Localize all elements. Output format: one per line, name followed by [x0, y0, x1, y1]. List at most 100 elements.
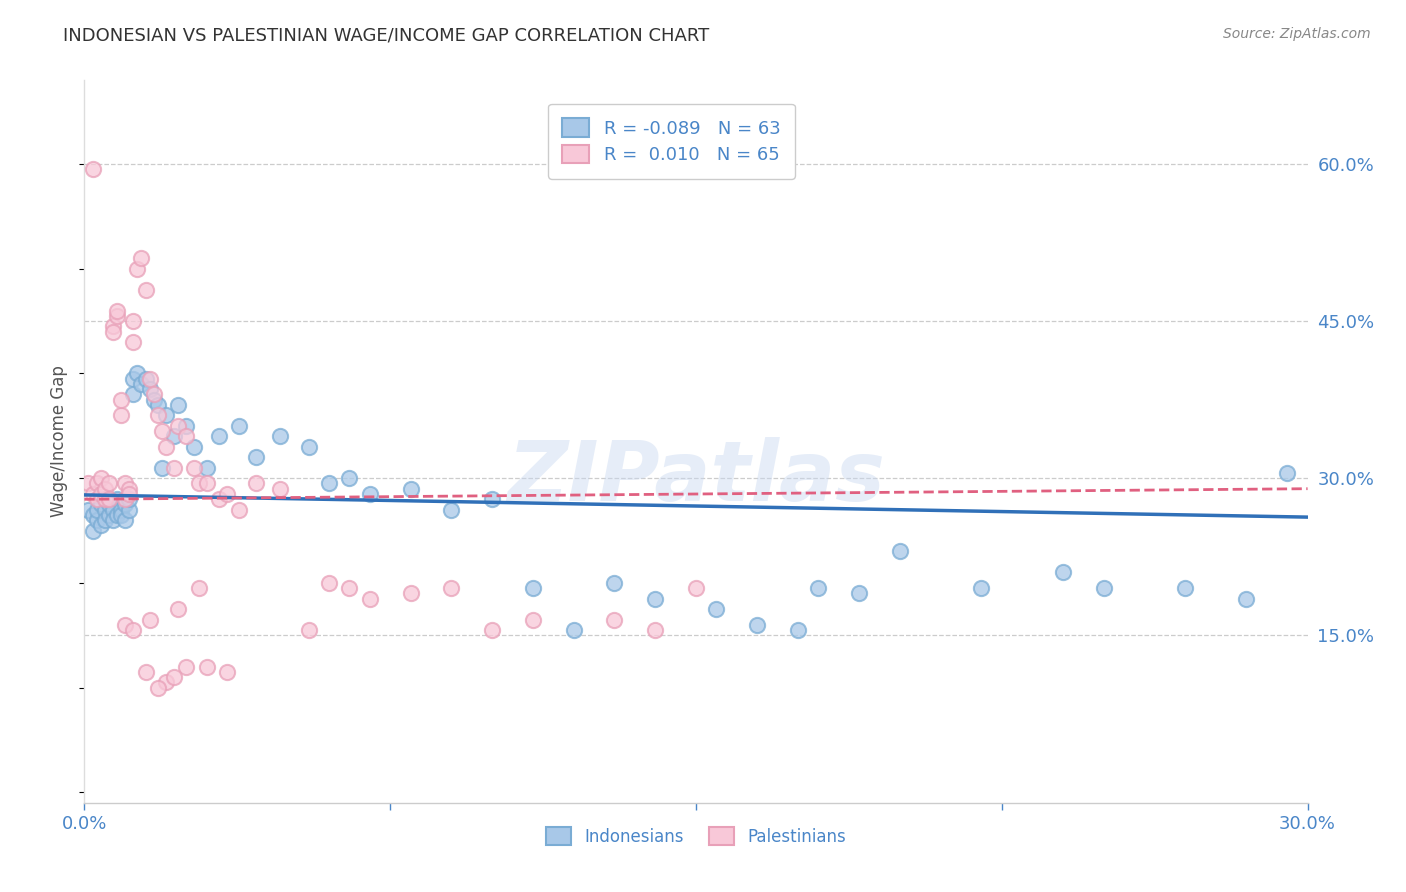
Point — [77, 502, 100, 516]
Point — [90, 497, 112, 511]
Point — [1092, 581, 1115, 595]
Point — [339, 471, 361, 485]
Point — [522, 581, 544, 595]
Point — [93, 482, 115, 496]
Point — [481, 492, 503, 507]
Point — [135, 372, 157, 386]
Point — [848, 586, 870, 600]
Point — [135, 283, 157, 297]
Point — [114, 497, 136, 511]
Point — [122, 314, 145, 328]
Point — [155, 675, 177, 690]
Point — [114, 617, 136, 632]
Point — [118, 487, 141, 501]
Point — [105, 492, 128, 507]
Point — [163, 429, 186, 443]
Point — [114, 476, 136, 491]
Point — [150, 460, 173, 475]
Point — [86, 492, 108, 507]
Point — [86, 502, 108, 516]
Point — [101, 319, 124, 334]
Point — [97, 497, 120, 511]
Point — [245, 450, 267, 465]
Point — [97, 476, 120, 491]
Point — [685, 581, 707, 595]
Point — [90, 471, 112, 485]
Point — [155, 409, 177, 423]
Point — [807, 581, 830, 595]
Point — [101, 325, 124, 339]
Point — [82, 487, 104, 501]
Point — [82, 162, 104, 177]
Point — [142, 392, 165, 407]
Point — [217, 487, 239, 501]
Point — [245, 476, 267, 491]
Point — [131, 252, 153, 266]
Point — [183, 440, 205, 454]
Point — [101, 502, 124, 516]
Point — [747, 617, 769, 632]
Point — [1236, 591, 1258, 606]
Point — [481, 623, 503, 637]
Legend: Indonesians, Palestinians: Indonesians, Palestinians — [540, 821, 852, 852]
Point — [359, 591, 381, 606]
Point — [105, 508, 128, 522]
Point — [146, 681, 169, 695]
Point — [644, 623, 666, 637]
Point — [440, 502, 463, 516]
Point — [318, 476, 340, 491]
Point — [97, 508, 120, 522]
Point — [167, 398, 190, 412]
Text: Source: ZipAtlas.com: Source: ZipAtlas.com — [1223, 27, 1371, 41]
Text: INDONESIAN VS PALESTINIAN WAGE/INCOME GAP CORRELATION CHART: INDONESIAN VS PALESTINIAN WAGE/INCOME GA… — [63, 27, 710, 45]
Point — [174, 659, 197, 673]
Point — [195, 659, 218, 673]
Point — [142, 387, 165, 401]
Point — [118, 502, 141, 516]
Point — [644, 591, 666, 606]
Point — [138, 372, 160, 386]
Point — [1277, 466, 1299, 480]
Point — [359, 487, 381, 501]
Point — [86, 513, 108, 527]
Point — [208, 492, 231, 507]
Point — [82, 524, 104, 538]
Point — [127, 367, 149, 381]
Point — [146, 398, 169, 412]
Point — [298, 623, 321, 637]
Point — [167, 602, 190, 616]
Text: ZIPatlas: ZIPatlas — [508, 437, 884, 518]
Point — [101, 513, 124, 527]
Point — [522, 613, 544, 627]
Point — [195, 476, 218, 491]
Point — [195, 460, 218, 475]
Point — [399, 586, 422, 600]
Point — [318, 575, 340, 590]
Point — [1052, 566, 1074, 580]
Point — [138, 382, 160, 396]
Point — [93, 513, 115, 527]
Point — [339, 581, 361, 595]
Point — [122, 372, 145, 386]
Point — [82, 508, 104, 522]
Point — [105, 309, 128, 323]
Point — [122, 334, 145, 349]
Point — [90, 518, 112, 533]
Point — [93, 502, 115, 516]
Point — [187, 476, 209, 491]
Point — [97, 492, 120, 507]
Point — [706, 602, 728, 616]
Point — [127, 261, 149, 276]
Point — [77, 476, 100, 491]
Point — [440, 581, 463, 595]
Point — [298, 440, 321, 454]
Point — [118, 482, 141, 496]
Point — [110, 508, 132, 522]
Point — [110, 502, 132, 516]
Point — [163, 670, 186, 684]
Point — [228, 502, 250, 516]
Point — [187, 581, 209, 595]
Point — [93, 492, 115, 507]
Point — [562, 623, 585, 637]
Point — [269, 429, 291, 443]
